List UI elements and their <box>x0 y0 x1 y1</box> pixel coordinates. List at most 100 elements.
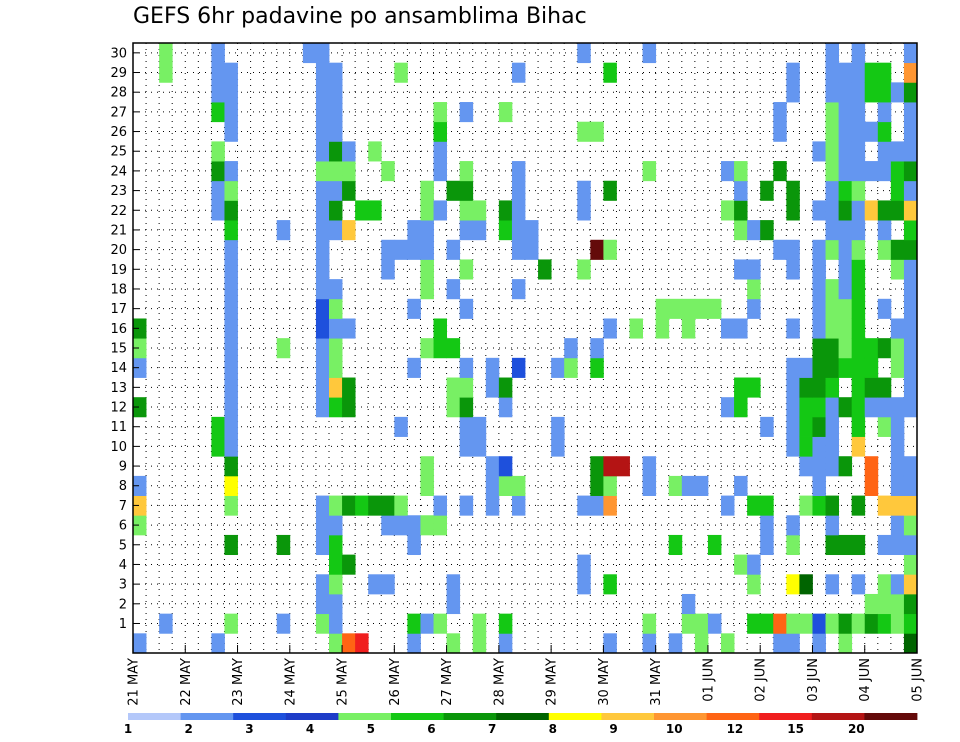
heatmap-cell <box>812 475 826 496</box>
colorbar-swatch <box>391 713 444 720</box>
heatmap-cell <box>224 200 238 221</box>
heatmap-cell <box>224 82 238 103</box>
x-tick-label: 02 JUN <box>754 658 769 702</box>
heatmap-cell <box>315 338 330 359</box>
heatmap-cell <box>315 180 330 201</box>
heatmap-cell <box>577 574 591 595</box>
heatmap-cell <box>459 220 474 241</box>
colorbar-swatch <box>496 713 550 720</box>
y-tick-label: 29 <box>110 66 127 81</box>
heatmap-cell <box>799 574 813 595</box>
heatmap-cell <box>224 357 238 378</box>
heatmap-cell <box>407 633 421 654</box>
heatmap-cell <box>642 161 657 182</box>
heatmap-cell <box>498 102 513 123</box>
heatmap-cell <box>564 338 578 359</box>
heatmap-cell <box>472 436 487 457</box>
heatmap-cell <box>511 220 526 241</box>
heatmap-cell <box>315 62 330 83</box>
heatmap-cell <box>838 279 853 300</box>
heatmap-cell <box>302 43 317 64</box>
heatmap-cell <box>211 43 225 64</box>
heatmap-cell <box>890 456 905 477</box>
heatmap-cell <box>707 298 722 319</box>
colorbar-label: 7 <box>488 722 496 736</box>
heatmap-cell <box>760 534 774 556</box>
heatmap-cell <box>315 593 330 615</box>
x-tick-label: 30 MAY <box>597 658 612 706</box>
heatmap-cell <box>511 495 526 516</box>
y-tick-label: 2 <box>119 597 127 612</box>
colorbar-label: 6 <box>427 722 435 736</box>
heatmap-cell <box>760 180 774 201</box>
y-tick-label: 28 <box>110 86 127 101</box>
heatmap-cell <box>459 102 474 123</box>
colorbar-swatch <box>233 713 287 720</box>
heatmap-cell <box>472 633 487 654</box>
heatmap-cell <box>825 377 839 398</box>
y-tick-label: 19 <box>110 263 127 278</box>
heatmap-cell <box>329 495 343 516</box>
heatmap-cell <box>877 574 892 595</box>
heatmap-cell <box>511 180 526 201</box>
heatmap-cell <box>315 574 330 595</box>
heatmap-cell <box>760 613 774 634</box>
heatmap-cell <box>498 456 513 477</box>
heatmap-cell <box>577 180 591 201</box>
heatmap-cell <box>315 200 330 221</box>
heatmap-cell <box>446 397 461 418</box>
colorbar-swatch <box>285 713 339 720</box>
heatmap-cell <box>616 456 630 477</box>
heatmap-cell <box>786 259 800 280</box>
heatmap-cell <box>498 633 513 654</box>
heatmap-cell <box>838 141 853 162</box>
y-tick-label: 18 <box>110 282 127 297</box>
y-tick-label: 17 <box>110 302 127 317</box>
heatmap-cell <box>329 377 343 398</box>
heatmap-cell <box>642 633 657 654</box>
heatmap-cell <box>446 574 461 595</box>
heatmap-cell <box>877 613 892 634</box>
heatmap-cell <box>903 220 918 241</box>
heatmap-cell <box>812 495 826 516</box>
heatmap-cell <box>629 318 643 339</box>
heatmap-cell <box>799 456 813 477</box>
heatmap-cell <box>446 279 461 300</box>
heatmap-cell <box>838 318 853 339</box>
heatmap-cell <box>851 613 866 634</box>
heatmap-cell <box>799 397 813 418</box>
heatmap-cell <box>838 102 853 123</box>
heatmap-cell <box>315 613 330 634</box>
heatmap-cell <box>786 436 800 457</box>
heatmap-cell <box>825 220 839 241</box>
heatmap-cell <box>459 259 474 280</box>
colorbar-label: 12 <box>727 722 744 736</box>
heatmap-cell <box>655 298 670 319</box>
heatmap-cell <box>773 239 787 260</box>
heatmap-cell <box>577 495 591 516</box>
heatmap-cell <box>472 613 487 634</box>
heatmap-cell <box>838 357 853 378</box>
heatmap-cell <box>786 515 800 536</box>
heatmap-cell <box>786 633 800 654</box>
heatmap-cell <box>734 554 748 575</box>
heatmap-cell <box>329 102 343 123</box>
heatmap-cell <box>838 633 853 654</box>
heatmap-cell <box>681 298 696 319</box>
heatmap-cell <box>812 397 826 418</box>
heatmap-cell <box>329 338 343 359</box>
y-tick-label: 14 <box>110 361 127 376</box>
heatmap-cell <box>224 416 238 437</box>
heatmap-cell <box>747 220 761 241</box>
heatmap-cell <box>825 298 839 319</box>
heatmap-cell <box>368 574 382 595</box>
y-tick-label: 6 <box>119 519 127 534</box>
heatmap-cell <box>734 259 748 280</box>
heatmap-cell <box>877 338 892 359</box>
heatmap-cell <box>851 357 866 378</box>
heatmap-cell <box>825 102 839 123</box>
heatmap-cell <box>642 475 657 496</box>
heatmap-cell <box>498 397 513 418</box>
heatmap-cell <box>407 613 421 634</box>
heatmap-cell <box>276 338 291 359</box>
